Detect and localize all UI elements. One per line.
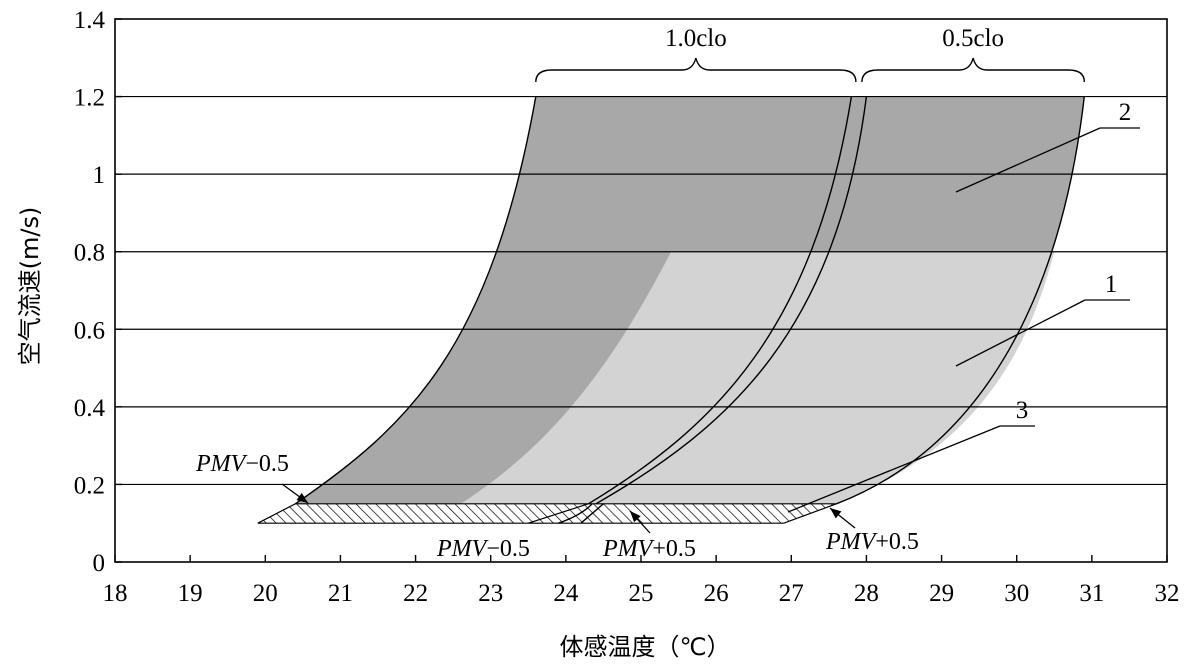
- pmv-label-bottom-right-italic: PMV: [825, 529, 878, 555]
- comfort-curves: [294, 96, 1085, 524]
- pmv-label-bottom-right-text: PMV+0.5: [825, 529, 919, 555]
- x-tick-label-19: 19: [178, 580, 203, 607]
- x-tick-label-22: 22: [403, 580, 428, 607]
- tick-labels: 18 19 20 21 22 23 24 25 26 27 28 29 30 31 3200.20.40.6…: [74, 7, 1180, 607]
- pmv-label-bottom-left-value: −0.5: [486, 536, 530, 562]
- y-axis-label: 空气流速(m/s): [16, 207, 44, 366]
- y-tick-label-0.8: 0.8: [74, 240, 105, 267]
- y-tick-label-0.2: 0.2: [74, 472, 105, 499]
- comfort-regions: [257, 96, 1085, 524]
- x-tick-label-29: 29: [929, 580, 954, 607]
- pmv-label-bottom-middle-italic: PMV: [602, 536, 655, 562]
- x-tick-label-26: 26: [704, 580, 729, 607]
- region-3-hatched-band: [257, 503, 837, 524]
- pmv-label-top-left-value: −0.5: [245, 451, 289, 477]
- x-tick-label-21: 21: [328, 580, 353, 607]
- boundary-right-05clo-curve: [836, 96, 1085, 505]
- label-1clo: 1.0clo: [665, 25, 727, 52]
- pmv-label-bottom-left-italic: PMV: [436, 536, 489, 562]
- x-axis-label: 体感温度（℃）: [560, 633, 731, 661]
- pmv-label-top-left-arrow-head: [296, 492, 308, 503]
- band-cross-line-2: [558, 503, 593, 524]
- x-tick-label-28: 28: [854, 580, 879, 607]
- x-tick-label-20: 20: [253, 580, 278, 607]
- pmv-label-bottom-middle-value: +0.5: [652, 536, 696, 562]
- region-label-1-text: 1: [1105, 271, 1118, 298]
- region-label-1-leader: [955, 299, 1086, 367]
- x-tick-label-31: 31: [1079, 580, 1104, 607]
- x-tick-label-24: 24: [553, 580, 579, 607]
- x-tick-label-23: 23: [478, 580, 503, 607]
- curve-pmv-minus-05clo: [595, 96, 868, 505]
- pmv-label-bottom-right-value: +0.5: [875, 529, 919, 555]
- region-label-3-text: 3: [1016, 397, 1029, 424]
- region-label-2-leader: [955, 127, 1101, 193]
- y-tick-label-1: 1: [93, 162, 106, 189]
- y-tick-label-0.4: 0.4: [74, 395, 106, 422]
- axes: [114, 18, 1168, 563]
- y-tick-label-0: 0: [93, 550, 106, 577]
- boundary-left-1clo-curve: [294, 96, 537, 505]
- pmv-label-bottom-left-text: PMV−0.5: [436, 536, 530, 562]
- pmv-label-bottom-middle-arrow-head: [630, 511, 641, 523]
- label-05clo: 0.5clo: [942, 25, 1004, 52]
- brace-1clo: [535, 57, 857, 83]
- region-label-2-text: 2: [1119, 99, 1132, 126]
- y-tick-label-1.2: 1.2: [74, 85, 105, 112]
- y-tick-label-1.4: 1.4: [74, 7, 106, 34]
- curve-pmv-plus-1clo: [588, 96, 853, 505]
- x-tick-label-32: 32: [1155, 580, 1180, 607]
- pmv-label-bottom-middle-text: PMV+0.5: [602, 536, 696, 562]
- brace-05clo: [861, 57, 1086, 83]
- pmv-label-top-left-italic: PMV: [195, 451, 248, 477]
- x-tick-label-18: 18: [103, 580, 128, 607]
- band-cross-line-1: [580, 503, 604, 524]
- region-1-area: [460, 251, 1055, 504]
- pmv-label-bottom-right-arrow-head: [830, 508, 842, 519]
- region-label-3-leader: [787, 425, 1001, 513]
- x-tick-label-30: 30: [1004, 580, 1029, 607]
- band-cross-line-3: [528, 503, 589, 524]
- grid-lines: [115, 95, 1167, 486]
- y-tick-label-0.6: 0.6: [74, 317, 105, 344]
- pmv-label-top-left-text: PMV−0.5: [195, 451, 289, 477]
- x-tick-label-25: 25: [629, 580, 654, 607]
- x-tick-label-27: 27: [779, 580, 804, 607]
